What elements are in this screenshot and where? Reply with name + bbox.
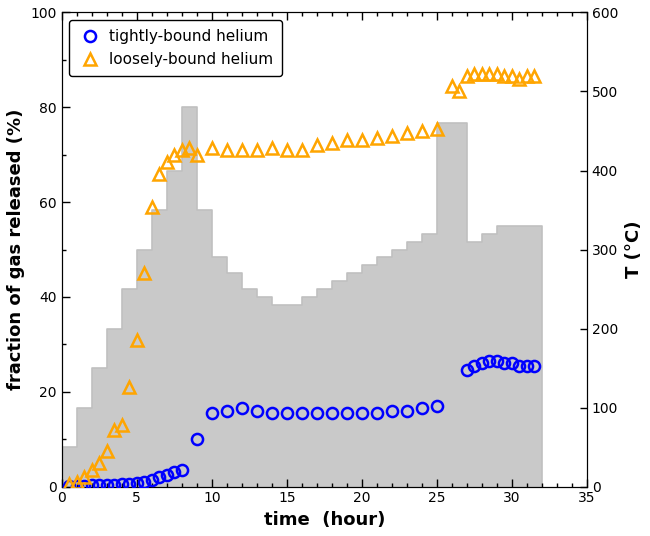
- loosely-bound helium: [208, 144, 216, 151]
- tightly-bound helium: [125, 481, 133, 487]
- loosely-bound helium: [148, 204, 155, 210]
- loosely-bound helium: [163, 159, 171, 165]
- loosely-bound helium: [298, 147, 305, 153]
- tightly-bound helium: [118, 481, 125, 487]
- loosely-bound helium: [313, 142, 320, 148]
- loosely-bound helium: [81, 474, 88, 480]
- loosely-bound helium: [388, 132, 396, 139]
- tightly-bound helium: [253, 407, 261, 414]
- loosely-bound helium: [223, 147, 231, 153]
- tightly-bound helium: [283, 410, 291, 416]
- tightly-bound helium: [358, 410, 366, 416]
- loosely-bound helium: [96, 460, 103, 466]
- tightly-bound helium: [328, 410, 335, 416]
- tightly-bound helium: [111, 481, 118, 488]
- tightly-bound helium: [433, 403, 441, 410]
- tightly-bound helium: [418, 405, 426, 412]
- loosely-bound helium: [418, 128, 426, 134]
- tightly-bound helium: [388, 407, 396, 414]
- tightly-bound helium: [148, 477, 155, 483]
- tightly-bound helium: [103, 482, 111, 488]
- loosely-bound helium: [185, 144, 193, 151]
- tightly-bound helium: [170, 469, 178, 475]
- loosely-bound helium: [500, 73, 508, 80]
- loosely-bound helium: [253, 147, 261, 153]
- loosely-bound helium: [471, 71, 478, 77]
- tightly-bound helium: [530, 362, 538, 369]
- tightly-bound helium: [88, 482, 96, 488]
- loosely-bound helium: [155, 170, 163, 177]
- loosely-bound helium: [358, 137, 366, 144]
- Y-axis label: fraction of gas released (%): fraction of gas released (%): [7, 109, 25, 390]
- loosely-bound helium: [373, 135, 381, 142]
- loosely-bound helium: [328, 140, 335, 146]
- tightly-bound helium: [298, 410, 305, 416]
- tightly-bound helium: [81, 482, 88, 489]
- tightly-bound helium: [155, 474, 163, 480]
- loosely-bound helium: [268, 144, 276, 151]
- tightly-bound helium: [343, 410, 351, 416]
- tightly-bound helium: [73, 482, 81, 489]
- tightly-bound helium: [486, 358, 493, 364]
- loosely-bound helium: [111, 427, 118, 433]
- X-axis label: time  (hour): time (hour): [264, 511, 385, 529]
- tightly-bound helium: [140, 479, 148, 485]
- loosely-bound helium: [133, 337, 140, 343]
- tightly-bound helium: [66, 482, 73, 489]
- tightly-bound helium: [463, 367, 471, 374]
- loosely-bound helium: [456, 87, 463, 94]
- tightly-bound helium: [313, 410, 320, 416]
- tightly-bound helium: [163, 472, 171, 478]
- loosely-bound helium: [530, 73, 538, 80]
- loosely-bound helium: [478, 71, 486, 77]
- loosely-bound helium: [463, 73, 471, 80]
- loosely-bound helium: [448, 83, 456, 89]
- tightly-bound helium: [508, 360, 515, 367]
- tightly-bound helium: [403, 407, 411, 414]
- tightly-bound helium: [268, 410, 276, 416]
- tightly-bound helium: [493, 358, 500, 364]
- tightly-bound helium: [500, 360, 508, 367]
- tightly-bound helium: [478, 360, 486, 367]
- Line: tightly-bound helium: tightly-bound helium: [64, 355, 540, 492]
- loosely-bound helium: [178, 147, 186, 153]
- tightly-bound helium: [96, 482, 103, 488]
- loosely-bound helium: [343, 137, 351, 144]
- Line: loosely-bound helium: loosely-bound helium: [63, 68, 541, 490]
- loosely-bound helium: [103, 448, 111, 455]
- loosely-bound helium: [508, 73, 515, 80]
- tightly-bound helium: [471, 362, 478, 369]
- loosely-bound helium: [486, 71, 493, 77]
- tightly-bound helium: [193, 436, 201, 442]
- tightly-bound helium: [133, 480, 140, 486]
- loosely-bound helium: [193, 152, 201, 158]
- loosely-bound helium: [170, 152, 178, 158]
- tightly-bound helium: [178, 467, 186, 473]
- loosely-bound helium: [283, 147, 291, 153]
- loosely-bound helium: [433, 125, 441, 132]
- tightly-bound helium: [208, 410, 216, 416]
- tightly-bound helium: [523, 362, 531, 369]
- loosely-bound helium: [493, 71, 500, 77]
- loosely-bound helium: [66, 481, 73, 487]
- loosely-bound helium: [125, 384, 133, 390]
- loosely-bound helium: [73, 479, 81, 485]
- loosely-bound helium: [118, 422, 125, 428]
- loosely-bound helium: [403, 130, 411, 137]
- loosely-bound helium: [523, 73, 531, 80]
- loosely-bound helium: [238, 147, 246, 153]
- tightly-bound helium: [515, 362, 523, 369]
- tightly-bound helium: [373, 410, 381, 416]
- tightly-bound helium: [223, 407, 231, 414]
- Y-axis label: T (°C): T (°C): [625, 221, 643, 278]
- Legend: tightly-bound helium, loosely-bound helium: tightly-bound helium, loosely-bound heli…: [70, 20, 282, 76]
- loosely-bound helium: [515, 76, 523, 82]
- loosely-bound helium: [140, 270, 148, 277]
- tightly-bound helium: [238, 405, 246, 412]
- loosely-bound helium: [88, 467, 96, 473]
